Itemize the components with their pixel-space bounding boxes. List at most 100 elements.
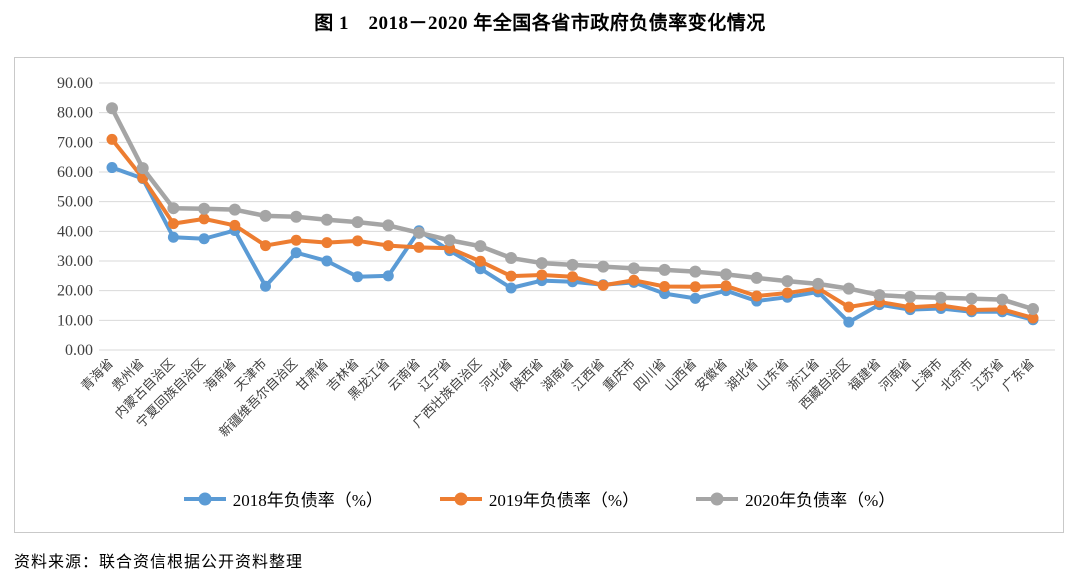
x-tick-label: 山东省	[753, 356, 791, 394]
data-point	[198, 213, 210, 225]
data-point	[904, 290, 917, 303]
data-point	[781, 287, 793, 299]
data-point	[413, 241, 425, 253]
y-tick-label: 60.00	[57, 164, 93, 181]
data-point	[720, 280, 732, 292]
y-tick-label: 20.00	[57, 283, 93, 300]
data-point	[966, 304, 978, 316]
data-point	[720, 268, 732, 281]
y-tick-label: 30.00	[57, 253, 93, 270]
data-point	[198, 202, 211, 215]
data-point	[904, 301, 916, 313]
data-point	[290, 234, 302, 246]
x-tick-label: 河北省	[477, 356, 515, 394]
legend-label: 2018年负债率（%）	[232, 491, 383, 510]
chart-area: 0.00 10.00 20.00 30.00 40.00 50.00 60.00 70.00 8…	[14, 57, 1064, 533]
data-point	[1027, 303, 1039, 316]
data-point	[321, 237, 333, 249]
chart-title: 图 1 2018－2020 年全国各省市政府负债率变化情况	[314, 13, 766, 34]
data-point	[352, 271, 364, 283]
data-point	[474, 240, 487, 253]
data-point	[321, 255, 333, 267]
chart-legend: 2018年负债率（%） 2019年负债率（%） 2020年负债率（%）	[15, 486, 1063, 511]
x-tick-label: 湖南省	[538, 356, 576, 394]
data-point	[934, 291, 947, 304]
x-tick-label: 四川省	[631, 356, 669, 394]
x-tick-label: 安徽省	[692, 356, 730, 394]
x-tick-label: 广东省	[999, 356, 1037, 394]
data-point	[351, 216, 364, 229]
data-point	[597, 279, 609, 291]
data-point	[965, 292, 978, 305]
x-tick-label: 湖北省	[723, 356, 761, 394]
data-point	[628, 274, 640, 286]
x-tick-label: 江西省	[569, 356, 607, 394]
data-point	[320, 213, 333, 226]
data-point	[689, 265, 702, 278]
data-point	[382, 240, 394, 252]
x-tick-label: 河南省	[876, 356, 914, 394]
x-tick-label: 北京市	[938, 356, 976, 394]
data-point	[1027, 312, 1039, 324]
data-point	[689, 292, 701, 304]
x-tick-label: 甘肃省	[293, 356, 331, 394]
y-tick-label: 10.00	[57, 312, 93, 329]
data-point	[751, 290, 763, 302]
series-line-2018年负债率（%）	[111, 165, 1034, 325]
data-point	[659, 281, 671, 293]
x-tick-label: 青海省	[78, 356, 116, 394]
data-point	[167, 218, 179, 230]
data-point	[260, 240, 271, 252]
data-point	[689, 281, 701, 293]
data-point	[260, 280, 271, 292]
data-point	[106, 133, 118, 145]
data-point	[352, 235, 364, 247]
data-point	[106, 102, 118, 115]
y-tick-label: 80.00	[57, 105, 93, 122]
x-tick-label: 重庆市	[600, 356, 638, 394]
data-point	[750, 271, 763, 284]
x-tick-label: 福建省	[845, 356, 883, 394]
data-point	[597, 260, 610, 273]
legend-label: 2019年负债率（%）	[488, 491, 640, 510]
data-point	[535, 257, 548, 270]
legend-item-2019年: 2019年负债率（%）	[439, 486, 639, 511]
legend-marker-icon	[439, 492, 482, 505]
data-point	[382, 270, 394, 282]
legend-label: 2020年负债率（%）	[745, 491, 896, 510]
data-point	[505, 282, 517, 294]
data-point	[658, 263, 671, 276]
data-point	[229, 219, 241, 231]
data-point	[382, 219, 395, 232]
legend-item-2020年: 2020年负债率（%）	[695, 486, 895, 511]
data-point	[413, 226, 425, 239]
data-point	[996, 293, 1009, 306]
y-tick-label: 0.00	[65, 342, 93, 359]
data-point	[198, 233, 210, 245]
x-tick-label: 陕西省	[508, 356, 546, 394]
data-point	[505, 252, 518, 265]
data-point	[167, 202, 180, 215]
x-tick-label: 云南省	[385, 356, 423, 394]
data-point	[505, 270, 517, 282]
x-tick-label: 海南省	[201, 356, 239, 394]
data-point	[843, 301, 855, 313]
line-chart-svg: 0.00 10.00 20.00 30.00 40.00 50.00 60.00 70.00 8…	[57, 75, 1055, 440]
x-tick-label: 江苏省	[968, 356, 1006, 394]
data-point	[259, 209, 272, 222]
y-tick-label: 40.00	[57, 223, 93, 240]
data-point	[566, 258, 579, 271]
data-point	[843, 316, 855, 328]
data-point	[290, 247, 302, 259]
data-point	[812, 277, 825, 290]
data-point	[474, 255, 486, 267]
data-point	[443, 234, 456, 247]
data-point	[290, 210, 303, 223]
legend-marker-icon	[696, 492, 739, 505]
data-point	[106, 162, 118, 174]
data-point	[536, 269, 548, 281]
data-point	[136, 162, 149, 175]
data-point	[228, 203, 241, 216]
y-tick-label: 70.00	[57, 134, 93, 151]
data-point	[842, 282, 855, 295]
